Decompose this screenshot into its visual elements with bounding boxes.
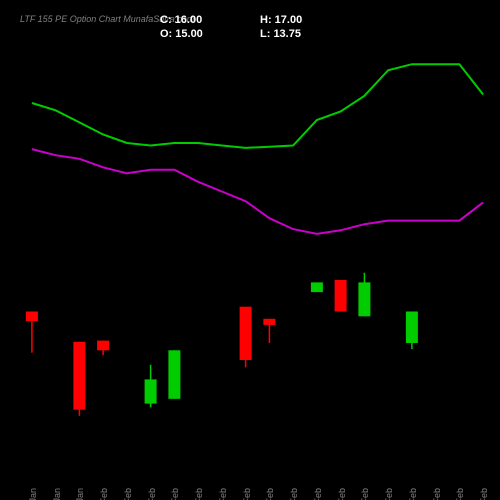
x-tick: 25 Feb xyxy=(455,488,465,500)
x-tick: 17 Feb xyxy=(313,488,323,500)
candle-body xyxy=(240,307,252,360)
x-tick: 10 Feb xyxy=(194,488,204,500)
candle-body xyxy=(145,379,157,403)
x-tick: 24 Feb xyxy=(432,488,442,500)
x-tick: 12 Feb xyxy=(242,488,252,500)
candle-body xyxy=(263,319,275,325)
x-tick: 31 Jan xyxy=(75,488,85,500)
x-tick: 14 Feb xyxy=(289,488,299,500)
candle-body xyxy=(26,312,38,322)
x-tick: 06 Feb xyxy=(147,488,157,500)
x-tick: 18 Feb xyxy=(337,488,347,500)
x-tick: 29 Jan xyxy=(28,488,38,500)
x-axis: 29 Jan 30 Jan 31 Jan 04 Feb 05 Feb 06 Feb 07 F… xyxy=(0,440,500,500)
x-tick: 21 Feb xyxy=(408,488,418,500)
x-tick: 04 Feb xyxy=(99,488,109,500)
x-tick: 27 Feb xyxy=(479,488,489,500)
candle-body xyxy=(358,282,370,316)
x-tick: 07 Feb xyxy=(170,488,180,500)
x-tick: 11 Feb xyxy=(218,488,228,500)
candle-body xyxy=(406,312,418,344)
candle-body xyxy=(73,342,85,410)
x-tick: 19 Feb xyxy=(360,488,370,500)
x-tick: 13 Feb xyxy=(265,488,275,500)
candle-body xyxy=(335,280,347,312)
x-tick: 20 Feb xyxy=(384,488,394,500)
x-tick: 05 Feb xyxy=(123,488,133,500)
x-tick: 30 Jan xyxy=(52,488,62,500)
candle-body xyxy=(97,341,109,351)
candle-body xyxy=(168,350,180,399)
candlestick-series xyxy=(0,0,500,500)
candle-body xyxy=(311,282,323,292)
